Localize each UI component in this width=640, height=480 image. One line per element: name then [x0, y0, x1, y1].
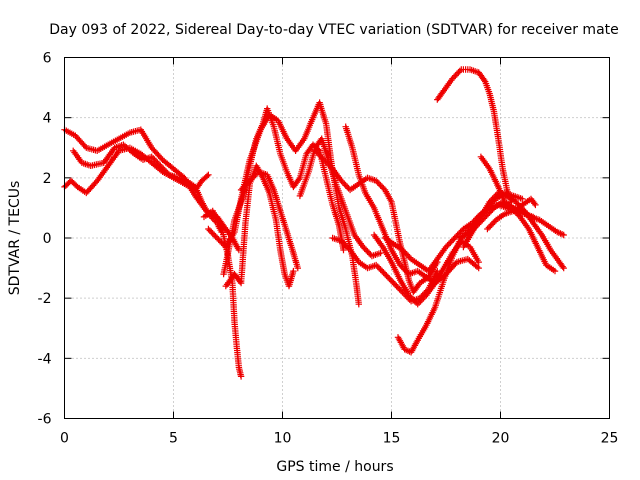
- series-markers-pass-8: [237, 168, 301, 272]
- x-tick-label-10: 10: [274, 431, 292, 447]
- x-tick-label-5: 5: [169, 431, 178, 447]
- y-tick-label--2: -2: [38, 291, 52, 307]
- series-pass-4: [200, 207, 245, 380]
- y-tick-label--6: -6: [38, 412, 52, 428]
- axis-ticks: 0 5 10 15 20 25 -6 -4 -2 0 2 4 6: [38, 51, 619, 447]
- series-pass-7: [222, 162, 297, 290]
- y-tick-label-6: 6: [43, 51, 52, 67]
- series-markers-pass-16: [434, 66, 515, 206]
- series-pass-12: [329, 234, 441, 305]
- series-markers-pass-12: [329, 234, 441, 305]
- x-tick-label-20: 20: [492, 431, 510, 447]
- y-tick-label-0: 0: [43, 231, 52, 247]
- y-axis-label: SDTVAR / TECUs: [7, 181, 23, 296]
- x-tick-label-0: 0: [60, 431, 69, 447]
- data-series: [61, 66, 567, 380]
- x-axis-label: GPS time / hours: [276, 459, 393, 475]
- series-markers-pass-4: [200, 207, 245, 380]
- y-tick-label-2: 2: [43, 171, 52, 187]
- series-pass-8: [237, 168, 301, 272]
- plot-frame: [64, 57, 610, 419]
- series-markers-pass-20: [484, 195, 539, 233]
- x-tick-label-15: 15: [383, 431, 401, 447]
- series-pass-20: [484, 195, 539, 233]
- x-tick-label-25: 25: [601, 431, 619, 447]
- y-tick-label-4: 4: [43, 111, 52, 127]
- y-tick-label--4: -4: [38, 351, 52, 367]
- series-pass-18: [460, 189, 567, 272]
- chart-title: Day 093 of 2022, Sidereal Day-to-day VTE…: [49, 22, 619, 38]
- series-markers-pass-10: [312, 147, 441, 296]
- series-pass-10: [312, 147, 441, 296]
- series-pass-16: [434, 66, 515, 206]
